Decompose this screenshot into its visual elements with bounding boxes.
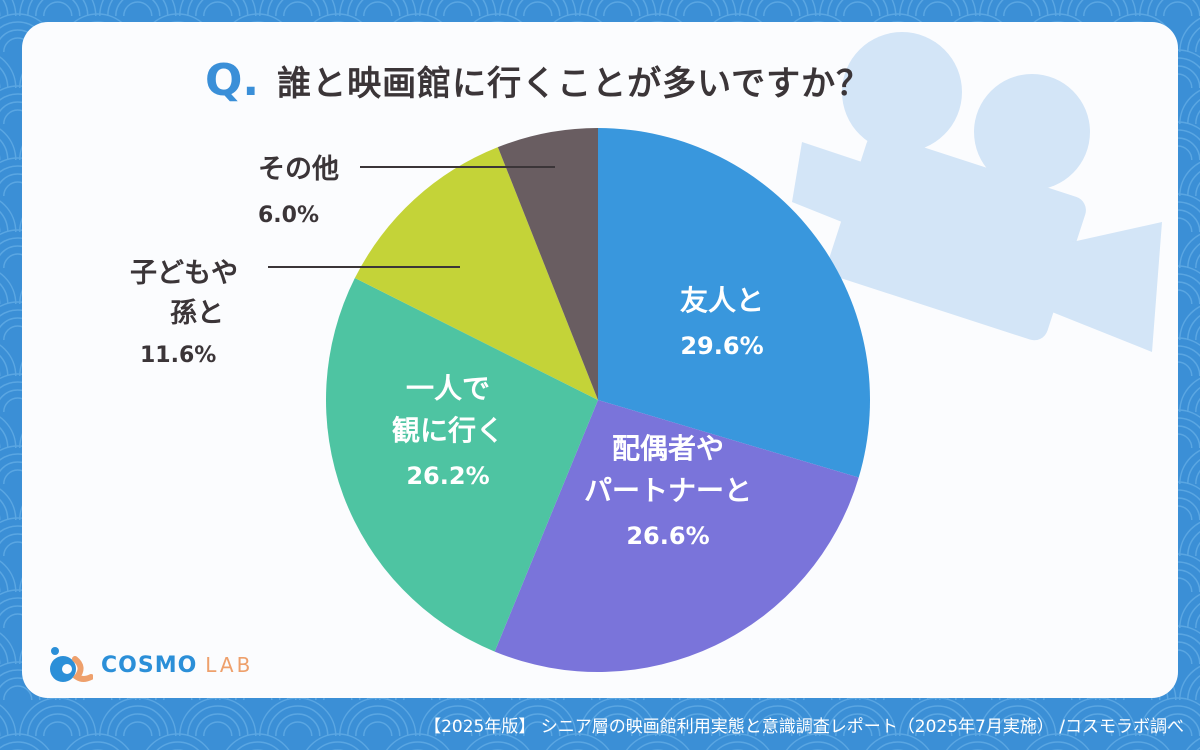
pie-slice-2 — [325, 278, 598, 652]
slice-value: 29.6% — [680, 332, 763, 360]
pie-slice-3 — [354, 147, 598, 400]
slice-label: 子どもや — [130, 258, 238, 289]
pie-slice-1 — [494, 400, 859, 673]
question-title: Q. 誰と映画館に行くことが多いですか？ — [205, 55, 871, 106]
question-text: 誰と映画館に行くことが多いですか？ — [277, 64, 872, 104]
slice-value: 11.6% — [140, 343, 216, 368]
logo-lab: LAB — [205, 653, 254, 677]
slice-label: 一人で — [406, 372, 490, 405]
slice-label: 配偶者や — [612, 432, 724, 465]
slice-value: 26.6% — [626, 522, 709, 550]
slice-value: 26.2% — [406, 462, 489, 490]
pie-slice-0 — [598, 128, 870, 478]
q-mark: Q. — [205, 55, 260, 106]
logo-cosmo: COSMO — [101, 652, 198, 678]
slice-label: 友人と — [680, 284, 764, 317]
movie-camera-icon — [792, 32, 1162, 352]
logo-mark-icon — [50, 647, 93, 682]
slice-label: パートナーと — [584, 474, 752, 507]
source-footer: 【2025年版】 シニア層の映画館利用実態と意識調査レポート（2025年7月実施… — [424, 717, 1184, 737]
pie-slice-4 — [497, 128, 598, 400]
slice-label: 孫と — [170, 297, 224, 329]
slice-value: 6.0% — [258, 203, 319, 228]
slice-label: 観に行く — [392, 414, 504, 447]
cosmo-lab-logo: COSMO LAB — [45, 645, 253, 685]
slice-label: その他 — [258, 154, 339, 185]
